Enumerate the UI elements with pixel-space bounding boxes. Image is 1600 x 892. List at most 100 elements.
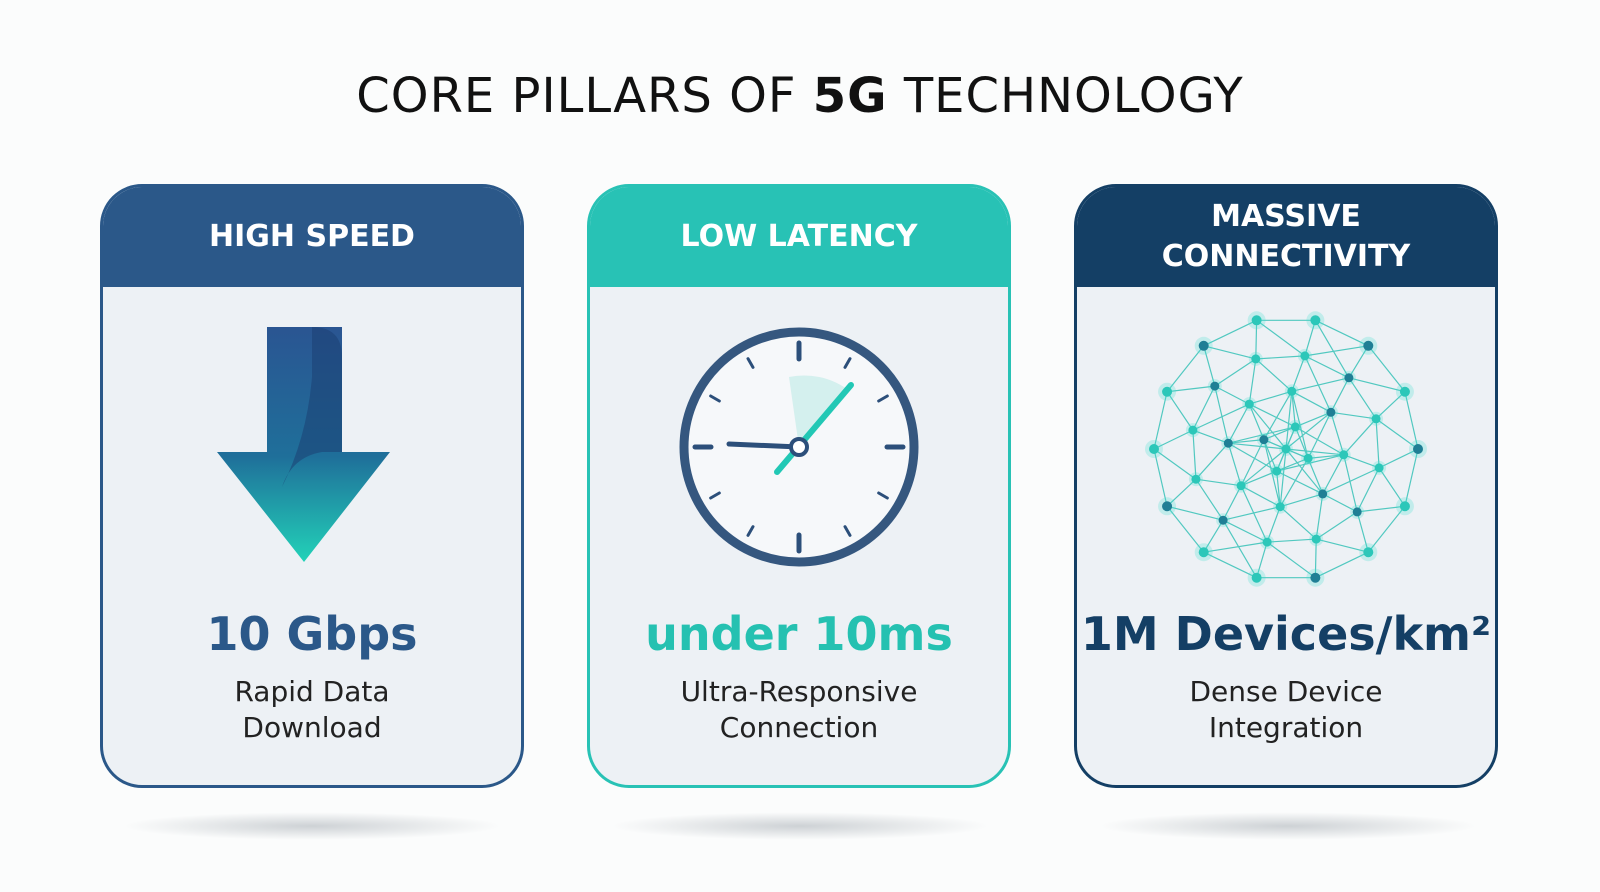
- network-link: [1304, 355, 1332, 413]
- network-link: [1263, 390, 1293, 440]
- description-line: Connection: [719, 711, 879, 744]
- network-link: [1228, 442, 1287, 450]
- network-link: [1203, 345, 1216, 387]
- network-link: [1153, 391, 1168, 450]
- hour-hand: [726, 441, 802, 450]
- network-link: [1203, 319, 1257, 347]
- network-link: [1166, 505, 1205, 553]
- network-link: [1276, 470, 1323, 495]
- network-link: [1240, 485, 1268, 543]
- network-node: [1290, 422, 1300, 432]
- network-link: [1343, 454, 1358, 513]
- network-link: [1330, 412, 1345, 455]
- description-line: Ultra-Responsive: [680, 675, 918, 708]
- network-link: [1316, 538, 1369, 553]
- card: MASSIVE CONNECTIVITY 1M Devices/km² Dens…: [1074, 184, 1498, 788]
- network-node: [1272, 466, 1282, 476]
- network-node: [1236, 481, 1246, 491]
- network-link: [1304, 345, 1369, 357]
- network-link: [1378, 467, 1406, 507]
- network-link: [1248, 358, 1257, 405]
- description-line: Dense Device: [1189, 675, 1383, 708]
- network-link: [1404, 448, 1419, 507]
- network-link: [1295, 426, 1345, 456]
- network-link: [1343, 418, 1377, 456]
- network-node: [1287, 386, 1297, 396]
- network-link: [1153, 429, 1194, 450]
- network-link: [1266, 506, 1281, 543]
- network-links: [1153, 319, 1419, 579]
- network-link: [1279, 458, 1309, 508]
- network-link: [1367, 505, 1406, 553]
- network-link: [1240, 485, 1281, 508]
- network-link: [1166, 345, 1205, 393]
- network-link: [1367, 345, 1406, 393]
- network-link: [1214, 385, 1229, 444]
- network-link: [1263, 426, 1296, 441]
- network-node: [1344, 373, 1354, 383]
- network-node: [1198, 547, 1209, 558]
- network-node: [1262, 537, 1272, 547]
- network-link: [1227, 442, 1277, 472]
- network-link: [1248, 403, 1287, 450]
- card-shadow: [122, 812, 502, 840]
- network-link: [1255, 355, 1305, 360]
- network-link: [1356, 511, 1369, 553]
- network-link: [1166, 478, 1197, 507]
- network-link: [1192, 403, 1250, 431]
- title: CORE PILLARS OF 5G TECHNOLOGY: [0, 68, 1600, 124]
- network-link: [1375, 418, 1380, 468]
- network-link: [1266, 541, 1316, 579]
- clock-tick: [746, 357, 755, 369]
- network-link: [1248, 403, 1265, 440]
- network-link: [1330, 411, 1377, 420]
- network-node: [1311, 534, 1321, 544]
- network-link: [1404, 391, 1419, 450]
- network-link: [1276, 457, 1309, 472]
- network-link: [1267, 538, 1317, 543]
- network-link: [1294, 426, 1309, 459]
- network-node: [1339, 450, 1349, 460]
- network-link: [1322, 493, 1358, 513]
- network-link: [1375, 391, 1406, 420]
- card-header: HIGH SPEED: [103, 187, 521, 287]
- network-link: [1330, 377, 1350, 413]
- network-link: [1315, 511, 1358, 540]
- network-link: [1240, 470, 1277, 487]
- network-link: [1276, 471, 1281, 507]
- description: Ultra-Responsive Connection: [590, 674, 1008, 746]
- clock-tick: [843, 525, 852, 537]
- network-node: [1371, 414, 1381, 424]
- network-link: [1249, 390, 1292, 405]
- network-link: [1307, 458, 1324, 495]
- network-link: [1263, 439, 1278, 472]
- network-link: [1192, 429, 1229, 444]
- network-node: [1191, 474, 1201, 484]
- network-link: [1255, 358, 1293, 392]
- network-link: [1214, 358, 1257, 387]
- network-link: [1343, 454, 1380, 469]
- card-shadow: [610, 812, 990, 840]
- description-line: Integration: [1208, 711, 1364, 744]
- network-link: [1295, 411, 1332, 428]
- clock-tick: [709, 491, 721, 500]
- clock-tick: [709, 394, 721, 403]
- network-link: [1279, 448, 1287, 507]
- network-node: [1310, 315, 1321, 326]
- network-node: [1223, 438, 1233, 448]
- card-header: LOW LATENCY: [590, 187, 1008, 287]
- clock-center: [789, 437, 809, 457]
- network-node: [1149, 444, 1159, 454]
- network-link: [1255, 320, 1258, 359]
- network-node: [1303, 453, 1313, 463]
- network-link: [1240, 448, 1287, 487]
- network-link: [1167, 385, 1215, 393]
- clock-tick: [746, 525, 755, 537]
- description-line: Download: [242, 711, 382, 744]
- network-node: [1218, 515, 1228, 525]
- network-node: [1244, 399, 1254, 409]
- clock-tick: [843, 357, 852, 369]
- network-node: [1318, 489, 1328, 499]
